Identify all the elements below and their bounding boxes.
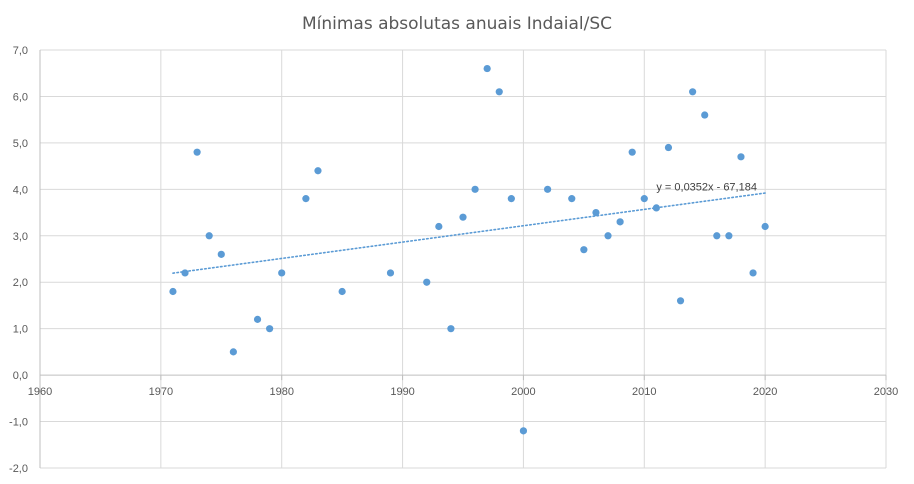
y-tick-label: -1,0 [9, 417, 28, 429]
x-tick-label: 1960 [28, 386, 52, 398]
data-point [725, 232, 733, 240]
data-point [386, 269, 395, 277]
data-point [423, 278, 431, 286]
data-point [604, 232, 612, 240]
data-point [616, 218, 624, 226]
x-tick-label: 1980 [269, 386, 293, 398]
data-point [483, 64, 491, 73]
data-point [713, 232, 721, 240]
data-point [664, 143, 673, 152]
y-tick-label: 7,0 [13, 45, 28, 57]
y-tick-label: 4,0 [13, 184, 28, 196]
data-point [471, 185, 479, 193]
x-tick-label: 1970 [149, 386, 173, 398]
data-point [278, 269, 286, 277]
data-point [435, 222, 443, 231]
data-points [169, 64, 769, 435]
data-point [568, 195, 576, 203]
data-point [640, 195, 648, 203]
tick-labels: -2,0 -1,0 0,0 1,0 2,0 3,0 4,0 5,0 6,0 7,0 1960 1970… [9, 45, 898, 475]
data-point [253, 315, 262, 323]
data-point [592, 208, 600, 217]
data-point [544, 185, 552, 193]
x-tick-label: 2020 [753, 386, 777, 398]
y-tick-label: 3,0 [13, 231, 28, 243]
data-point [459, 213, 467, 221]
x-tick-label: 2000 [511, 386, 535, 398]
data-point [628, 148, 636, 156]
data-point [507, 195, 515, 203]
chart-title: Mínimas absolutas anuais Indaial/SC [302, 14, 612, 34]
data-point [217, 250, 225, 258]
data-point [689, 88, 697, 96]
data-point [181, 269, 189, 277]
trendline-equation: y = 0,0352x - 67,184 [656, 182, 757, 194]
data-point [338, 287, 346, 296]
data-point [266, 325, 274, 333]
data-point [676, 297, 685, 305]
data-point [169, 287, 177, 296]
data-point [229, 348, 237, 356]
data-point [580, 246, 588, 254]
gridlines [40, 49, 887, 469]
data-point [749, 269, 757, 277]
data-point [701, 111, 709, 119]
data-point [314, 167, 322, 175]
data-point [447, 325, 455, 333]
y-tick-label: 2,0 [13, 277, 28, 289]
data-point [761, 222, 769, 231]
data-point [193, 148, 201, 156]
trendline [172, 192, 766, 274]
y-tick-label: 6,0 [13, 91, 28, 103]
x-tick-label: 2010 [632, 386, 656, 398]
x-tick-label: 1990 [390, 386, 414, 398]
data-point [519, 427, 528, 435]
data-point [205, 232, 213, 240]
y-tick-label: 0,0 [13, 370, 28, 382]
trendline-group: y = 0,0352x - 67,184 [172, 182, 766, 274]
data-point [302, 195, 310, 203]
data-point [652, 204, 660, 212]
axes [39, 50, 887, 468]
x-tick-label: 2030 [874, 386, 898, 398]
y-tick-label: 1,0 [13, 324, 28, 336]
y-tick-label: -2,0 [9, 463, 28, 475]
data-point [737, 153, 745, 161]
y-tick-label: 5,0 [13, 138, 28, 150]
data-point [495, 88, 503, 96]
